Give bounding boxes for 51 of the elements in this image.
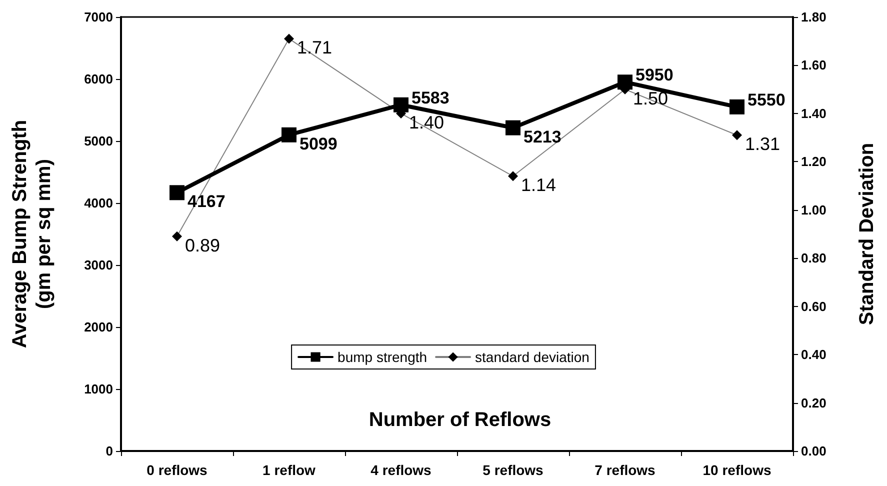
data-label: 5550 <box>748 90 786 110</box>
point <box>394 97 408 112</box>
y2-tick-label: 0.00 <box>801 444 826 458</box>
data-label: 1.40 <box>409 112 444 132</box>
data-label: 5213 <box>524 127 562 146</box>
point <box>730 99 744 114</box>
y2-tick-label: 0.80 <box>801 250 826 266</box>
y2-tick-label: 1.20 <box>801 154 826 170</box>
x-tick-label: 5 reflows <box>482 462 544 478</box>
legend-label: standard deviation <box>475 349 590 365</box>
point <box>282 127 296 142</box>
data-label: 1.14 <box>521 175 556 196</box>
y-tick-label: 6000 <box>84 72 113 86</box>
legend-label: bump strength <box>338 349 428 365</box>
y-tick-label: 2000 <box>84 320 113 334</box>
point <box>172 231 182 242</box>
data-label: 0.89 <box>185 235 220 256</box>
y-tick-label: 0 <box>106 444 113 458</box>
y-axis-title: Average Bump Strength (gm per sq mm) <box>9 120 55 348</box>
point <box>618 74 632 90</box>
y2-tick-label: 1.40 <box>801 106 826 121</box>
data-label: 1.50 <box>633 88 668 108</box>
point <box>732 130 742 140</box>
y2-axis-title: Standard Deviation <box>856 142 878 326</box>
y2-tick-label: 1.00 <box>801 202 826 218</box>
point <box>506 120 520 136</box>
y-tick-label: 1000 <box>84 382 113 396</box>
data-label: 4167 <box>188 192 226 212</box>
point <box>170 185 184 200</box>
y2-tick-label: 0.20 <box>801 395 826 410</box>
y2-tick-label: 0.40 <box>801 347 826 362</box>
y2-tick-label: 1.60 <box>801 58 826 73</box>
y-tick-label: 7000 <box>84 10 113 24</box>
y2-tick-label: 0.60 <box>801 298 826 314</box>
x-tick-label: 4 reflows <box>370 462 432 478</box>
x-tick-label: 10 reflows <box>702 462 772 478</box>
y-tick-label: 5000 <box>84 134 113 148</box>
data-label: 5583 <box>412 88 450 108</box>
x-tick-label: 7 reflows <box>594 462 656 478</box>
data-label: 5099 <box>300 134 338 154</box>
y-tick-label: 4000 <box>84 196 113 210</box>
point <box>284 34 294 44</box>
data-label: 1.71 <box>297 38 332 58</box>
y2-tick-label: 1.80 <box>801 10 826 24</box>
data-label: 5950 <box>636 66 674 85</box>
x-tick-label: 1 reflow <box>262 462 316 478</box>
y-tick-label: 3000 <box>84 258 113 272</box>
x-tick-label: 0 reflows <box>146 462 208 478</box>
data-label: 1.31 <box>745 134 780 154</box>
point <box>508 171 518 182</box>
x-axis-title: Number of Reflows <box>368 409 552 431</box>
